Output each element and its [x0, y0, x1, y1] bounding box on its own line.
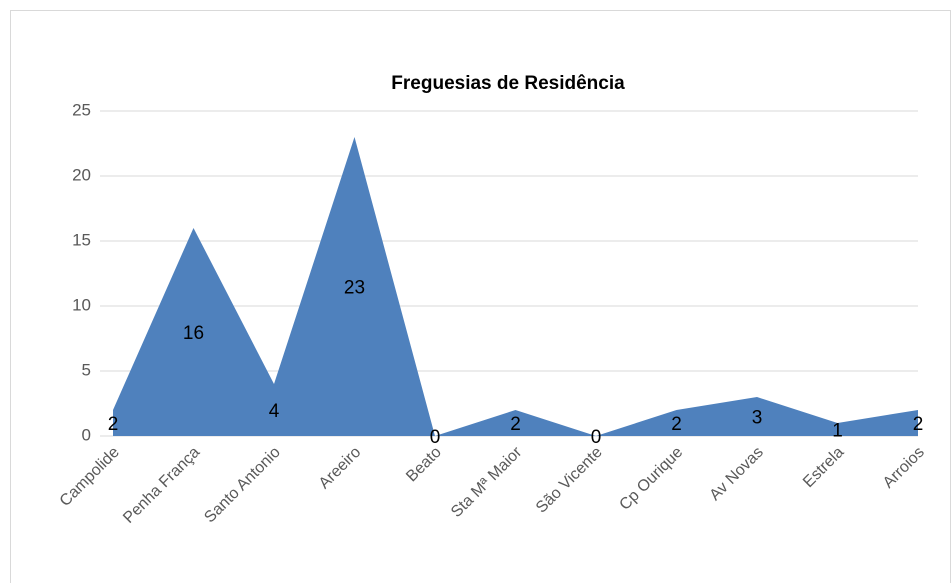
y-tick-label: 25	[72, 100, 91, 119]
data-label: 23	[344, 278, 365, 299]
data-label: 2	[108, 414, 119, 435]
y-tick-label: 0	[82, 425, 91, 444]
area	[113, 137, 918, 436]
y-tick-label: 20	[72, 165, 91, 184]
data-label: 2	[671, 414, 682, 435]
y-tick-label: 5	[82, 360, 91, 379]
data-label: 0	[591, 427, 602, 448]
y-tick-label: 10	[72, 295, 91, 314]
y-tick-label: 15	[72, 230, 91, 249]
data-label: 3	[752, 408, 763, 429]
data-label: 16	[183, 323, 204, 344]
data-label: 0	[430, 427, 441, 448]
data-label: 2	[913, 414, 924, 435]
data-label: 1	[832, 421, 843, 442]
chart-title: Freguesias de Residência	[391, 73, 625, 94]
data-label: 4	[269, 401, 280, 422]
data-label: 2	[510, 414, 521, 435]
